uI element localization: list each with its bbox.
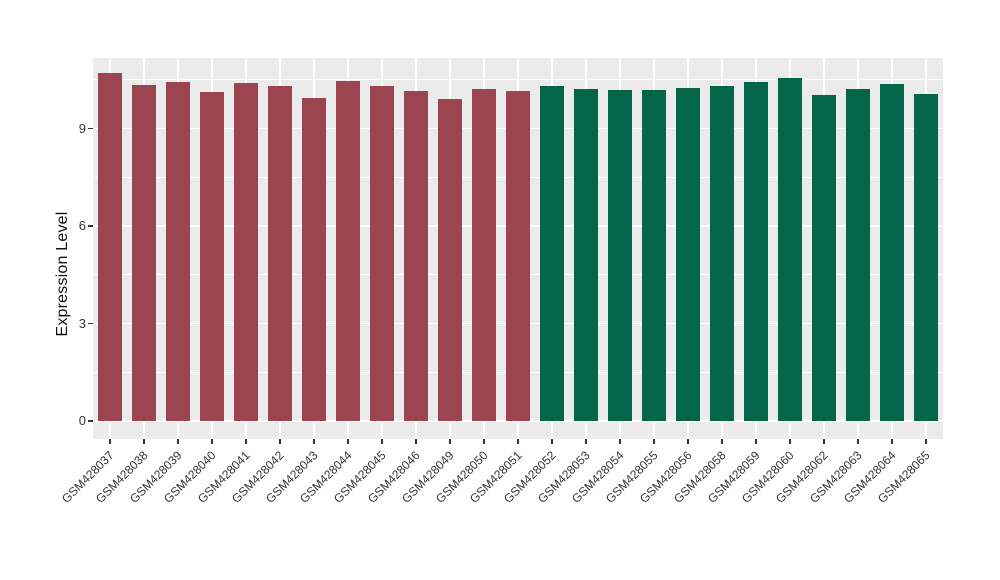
x-tick-mark xyxy=(449,439,451,444)
bar-GSM428062 xyxy=(812,95,836,421)
x-tick-mark xyxy=(585,439,587,444)
bar-GSM428044 xyxy=(336,80,360,421)
x-tick-mark xyxy=(551,439,553,444)
y-tick-label: 6 xyxy=(78,218,86,233)
x-tick-mark xyxy=(211,439,213,444)
bar-GSM428063 xyxy=(846,88,870,421)
bar-GSM428046 xyxy=(404,90,428,421)
x-tick-mark xyxy=(517,439,519,444)
x-tick-mark xyxy=(483,439,485,444)
bar-GSM428043 xyxy=(302,97,326,421)
x-tick-mark xyxy=(891,439,893,444)
x-tick-mark xyxy=(177,439,179,444)
x-tick-mark xyxy=(687,439,689,444)
bar-GSM428037 xyxy=(98,73,122,421)
x-tick-mark xyxy=(415,439,417,444)
bar-GSM428049 xyxy=(438,98,462,421)
bar-GSM428041 xyxy=(234,83,258,421)
bar-GSM428058 xyxy=(710,85,734,421)
bar-GSM428064 xyxy=(880,83,904,421)
x-tick-mark xyxy=(721,439,723,444)
x-tick-mark xyxy=(313,439,315,444)
bar-GSM428050 xyxy=(472,88,496,421)
bar-GSM428039 xyxy=(166,82,190,421)
y-tick-mark xyxy=(88,420,93,422)
bar-GSM428055 xyxy=(642,90,666,421)
x-tick-mark xyxy=(755,439,757,444)
y-tick-label: 9 xyxy=(78,120,86,136)
x-tick-mark xyxy=(143,439,145,444)
bar-GSM428040 xyxy=(200,92,224,421)
bar-GSM428056 xyxy=(676,87,700,421)
x-tick-mark xyxy=(925,439,927,444)
x-tick-mark xyxy=(823,439,825,444)
y-tick-label: 0 xyxy=(78,413,86,428)
plot-panel xyxy=(93,58,943,439)
x-tick-mark xyxy=(653,439,655,444)
x-tick-mark xyxy=(109,439,111,444)
x-tick-mark xyxy=(245,439,247,444)
x-tick-mark xyxy=(381,439,383,444)
bar-GSM428045 xyxy=(370,86,394,421)
y-tick-mark xyxy=(88,322,93,325)
bar-GSM428052 xyxy=(540,85,564,421)
x-tick-mark xyxy=(279,439,281,444)
y-tick-mark xyxy=(88,127,93,130)
x-tick-mark xyxy=(619,439,621,444)
bar-GSM428060 xyxy=(778,77,802,421)
y-tick-mark xyxy=(88,225,93,227)
y-tick-label: 3 xyxy=(78,315,86,331)
bar-GSM428054 xyxy=(608,89,632,421)
x-tick-mark xyxy=(789,439,791,444)
bar-GSM428059 xyxy=(744,82,768,421)
bar-GSM428038 xyxy=(132,84,156,421)
bar-GSM428051 xyxy=(506,91,530,421)
bar-GSM428065 xyxy=(914,94,938,421)
x-tick-mark xyxy=(857,439,859,444)
bar-GSM428042 xyxy=(268,86,292,421)
bar-GSM428053 xyxy=(574,88,598,421)
x-tick-mark xyxy=(347,439,349,444)
